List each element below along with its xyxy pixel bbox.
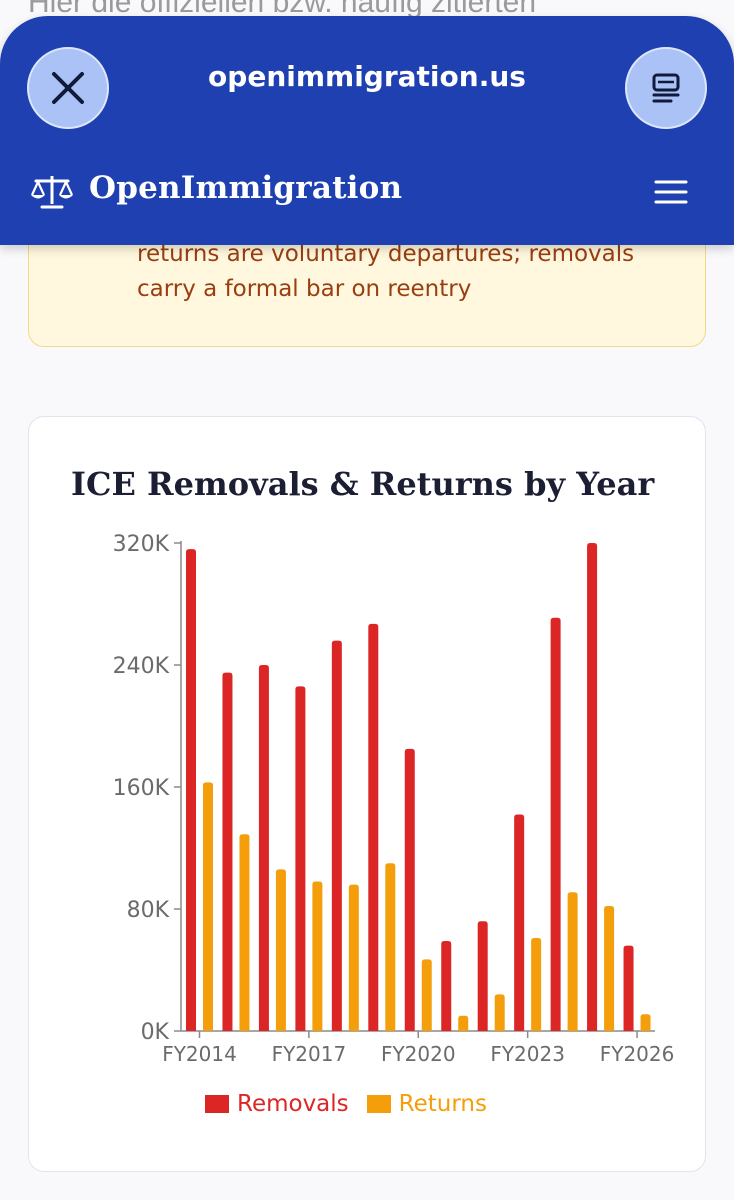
y-tick-label: 160K (113, 776, 170, 801)
bar-removals-fy2019 (368, 623, 379, 1031)
close-button[interactable] (27, 47, 109, 129)
legend-label-returns: Returns (398, 1091, 487, 1117)
bar-returns-fy2021 (458, 1015, 469, 1031)
background-page-text: Hier die offiziellen bzw. häufig zitiert… (28, 0, 537, 19)
bar-returns-fy2020 (421, 959, 432, 1031)
y-tick-label: 0K (141, 1020, 170, 1045)
bar-removals-fy2015 (222, 672, 233, 1031)
y-tick-label: 80K (127, 898, 170, 923)
bar-removals-fy2026 (623, 945, 634, 1031)
bar-removals-fy2022 (477, 921, 488, 1031)
bar-removals-fy2020 (404, 748, 415, 1031)
bar-removals-fy2017 (295, 686, 306, 1031)
bar-returns-fy2023 (531, 937, 542, 1031)
x-tick-label: FY2020 (381, 1042, 456, 1066)
bar-removals-fy2016 (258, 665, 269, 1031)
bar-returns-fy2022 (494, 994, 505, 1031)
chart-title: ICE Removals & Returns by Year (71, 465, 655, 503)
bar-removals-fy2021 (441, 941, 452, 1031)
site-header: OpenImmigration (0, 166, 734, 218)
bar-chart: 0K 80K 160K 240K 320K FY2014 FY2017 FY2020 FY202… (113, 532, 675, 1066)
reader-mode-button[interactable] (625, 47, 707, 129)
bar-returns-fy2014 (203, 782, 213, 1031)
callout-text: returns are voluntary departures; remova… (137, 241, 635, 302)
bar-removals-fy2025 (587, 543, 598, 1031)
legend-item-removals[interactable]: Removals (205, 1091, 349, 1117)
chart-legend: Removals Returns (205, 1091, 505, 1117)
x-tick-label: FY2026 (600, 1042, 675, 1066)
legend-swatch-returns (366, 1095, 391, 1113)
bar-removals-fy2018 (331, 640, 342, 1031)
legend-item-returns[interactable]: Returns (366, 1091, 487, 1117)
chart-card: ICE Removals & Returns by Year 0K 80K 160K… (28, 416, 706, 1172)
y-tick-label: 240K (113, 654, 170, 679)
close-icon (52, 72, 84, 104)
bar-returns-fy2025 (604, 905, 615, 1031)
x-tick-label: FY2023 (490, 1042, 565, 1066)
site-brand[interactable]: OpenImmigration (89, 170, 403, 206)
bar-returns-fy2016 (275, 869, 286, 1031)
legend-label-removals: Removals (237, 1091, 349, 1117)
y-tick-label: 320K (113, 532, 170, 557)
bar-returns-fy2026 (640, 1014, 651, 1031)
hamburger-menu-icon[interactable] (654, 179, 688, 205)
bar-removals-fy2014 (186, 549, 196, 1031)
browser-toolbar: openimmigration.us OpenImmigration (0, 16, 734, 245)
x-tick-label: FY2014 (162, 1042, 237, 1066)
x-tick-label: FY2017 (272, 1042, 347, 1066)
bar-returns-fy2024 (567, 892, 578, 1031)
bar-removals-fy2023 (514, 814, 525, 1031)
legend-swatch-removals (205, 1095, 229, 1113)
reader-mode-icon (652, 73, 680, 103)
bar-returns-fy2015 (239, 834, 250, 1031)
bar-returns-fy2017 (312, 881, 323, 1031)
bar-returns-fy2018 (348, 884, 359, 1031)
bar-returns-fy2019 (385, 863, 396, 1031)
scales-icon (31, 176, 73, 209)
url-display[interactable]: openimmigration.us (208, 60, 526, 93)
bar-removals-fy2024 (550, 617, 561, 1031)
